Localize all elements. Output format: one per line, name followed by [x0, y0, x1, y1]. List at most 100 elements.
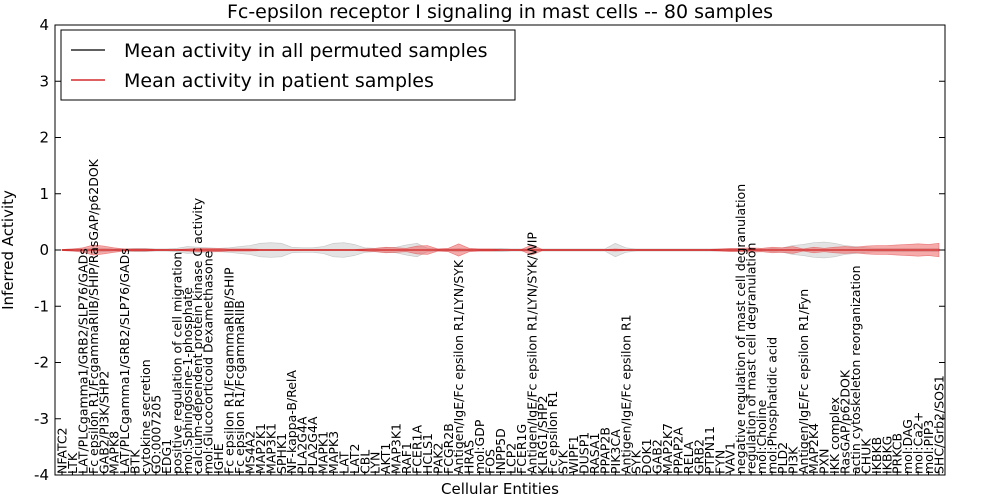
x-tick-label: SYK: [629, 449, 644, 474]
x-tick-label: LTK: [65, 452, 80, 474]
x-tick-label: IKBKG: [879, 436, 894, 474]
y-axis-label: Inferred Activity: [0, 190, 17, 310]
x-tick-label: SYK: [556, 449, 571, 474]
x-tick-label: FCER1A: [410, 425, 425, 474]
y-tick-label: 4: [39, 16, 49, 34]
chart-title: Fc-epsilon receptor I signaling in mast …: [227, 1, 773, 23]
x-tick-label: KLRG1/SHP2: [535, 395, 550, 474]
y-tick-label: 3: [39, 72, 49, 90]
x-tick-label: mol:Phosphatidic acid: [765, 337, 780, 474]
x-tick-label: FOS: [483, 449, 498, 474]
x-tick-label: mol:Choline: [754, 399, 769, 474]
y-tick-label: 2: [39, 129, 49, 147]
x-tick-label: AKT1: [378, 443, 393, 474]
x-tick-label: cytokine secretion: [138, 359, 153, 474]
x-tick-label: LYN: [368, 452, 383, 474]
x-tick-label: HCLS1: [420, 433, 435, 474]
x-tick-label: mol:Sphingosine-1-phosphate: [180, 287, 195, 474]
x-tick-label: WIPF1: [566, 435, 581, 474]
x-tick-label: PLA2G4A: [305, 416, 320, 474]
x-tick-label: IKBKB: [869, 437, 884, 474]
x-tick-label: RASA1: [587, 433, 602, 474]
x-tick-label: MAP2K4: [806, 423, 821, 474]
x-tick-label: SPHK1: [274, 433, 289, 474]
x-tick-label: GO:0007205: [149, 395, 164, 474]
y-tick-label: -3: [34, 410, 49, 428]
x-tick-label: CHUK: [858, 438, 873, 474]
x-tick-label: MS4A2: [242, 431, 257, 474]
x-tick-label: LAT2: [347, 444, 362, 474]
x-tick-label: FYN: [712, 450, 727, 474]
x-tick-label: Fc epsilon R1/FcgammaRIIB/SHIP/RasGAP/p6…: [86, 158, 101, 474]
x-tick-label: MAPK8: [107, 431, 122, 474]
x-tick-label: PRKCB: [890, 433, 905, 474]
x-tick-label: MAP3K1: [263, 423, 278, 474]
x-tick-label: RELA: [681, 441, 696, 474]
x-tick-label: Antigen/IgE/Fc epsilon R1/Fyn: [796, 289, 811, 474]
x-tick-label: PAK2: [430, 443, 445, 474]
x-tick-label: Antigen/IgE/Fc epsilon R1/LYN/SYK/WIP: [524, 232, 539, 474]
x-tick-label: FCGR2B: [441, 423, 456, 474]
y-axis: -4 -3 -2 -1 0 1 2 3 4: [34, 16, 945, 484]
y-tick-label: -4: [34, 466, 49, 484]
x-tick-label: NF-kappa-B/RelA: [284, 370, 299, 474]
x-tick-label: MAPK3: [326, 431, 341, 474]
x-tick-label: EDG1: [159, 439, 174, 474]
x-tick-label: DOK1: [639, 438, 654, 474]
x-tick-label: mol:Glucocorticoid Dexamethasone: [201, 250, 216, 474]
y-tick-label: -1: [34, 297, 49, 315]
x-tick-label: SHC/Grb2/SOS1: [932, 375, 947, 474]
x-tick-label: INPP5D: [493, 428, 508, 474]
legend-permuted-label: Mean activity in all permuted samples: [124, 40, 487, 62]
x-tick-label: FCER1G: [514, 424, 529, 474]
x-tick-label: DUSP1: [577, 432, 592, 474]
x-tick-label: PLA2G4A: [295, 416, 310, 474]
x-tick-label: PIK3CA: [608, 429, 623, 474]
legend: Mean activity in all permuted samples Me…: [60, 29, 516, 101]
x-tick-label: calcium-dependent protein kinase C activ…: [190, 197, 205, 474]
x-tick-label: PPAP2B: [597, 427, 612, 474]
x-tick-label: PI3K: [785, 446, 800, 474]
x-tick-label: VAV1: [723, 442, 738, 474]
x-tick-label: LCP2: [503, 443, 518, 474]
x-tick-label: GAB2: [650, 439, 665, 474]
x-tick-label: PXN: [817, 449, 832, 474]
x-tick-label: MAP3K1: [389, 423, 404, 474]
x-tick-label: PPAP2A: [671, 427, 686, 474]
x-tick-label: MAPK1: [316, 431, 331, 474]
x-tick-label: Fc epsilon R1: [545, 391, 560, 474]
x-tick-label: PTPN11: [702, 426, 717, 474]
x-tick-label: GAB2/PI3K/SHP2: [96, 371, 111, 474]
x-tick-label: BTK: [128, 449, 143, 474]
x-tick-label: CBL: [357, 450, 372, 474]
x-tick-label: positive regulation of cell migration: [169, 252, 184, 474]
x-tick-label: IKK complex: [827, 397, 842, 474]
x-tick-label: Antigen/IgE/Fc epsilon R1: [618, 314, 633, 474]
x-tick-label: Fc epsilon R1/FcgammaRIIB/SHIP: [222, 267, 237, 474]
x-tick-label: LAT: [336, 451, 351, 474]
x-tick-label: LAT/PLCgamma1/GRB2/SLP76/GADs: [75, 248, 90, 474]
x-tick-label: mol:Ca2+: [911, 412, 926, 474]
x-tick-label: negative regulation of mast cell degranu…: [733, 184, 748, 474]
x-tick-label: mol:PIP3: [921, 420, 936, 474]
y-tick-label: -2: [34, 354, 49, 372]
x-tick-label: MAP2K1: [253, 423, 268, 474]
x-tick-label: RAF1: [399, 442, 414, 474]
y-tick-label: 0: [39, 241, 49, 259]
x-tick-label: mol:DAG: [900, 419, 915, 474]
x-tick-label: GRB2: [691, 439, 706, 474]
x-tick-label: mol:GDP: [472, 419, 487, 474]
x-tick-label: regulation of mast cell degranulation: [744, 243, 759, 474]
x-axis-label: Cellular Entities: [441, 480, 559, 498]
x-tick-label: HRAS: [462, 440, 477, 474]
x-tick-label: NFATC2: [55, 427, 70, 474]
legend-patient-label: Mean activity in patient samples: [124, 70, 434, 92]
x-tick-label: IGHE: [211, 443, 226, 474]
x-tick-label: LAT/PLCgamma1/GRB2/SLP76/GADs: [117, 248, 132, 474]
x-tick-label: actin cytoskeleton reorganization: [848, 265, 863, 474]
x-axis: NFATC2LTKLAT/PLCgamma1/GRB2/SLP76/GADsFc…: [55, 158, 947, 475]
legend-box: [60, 29, 516, 101]
x-tick-label: PLD2: [775, 442, 790, 474]
